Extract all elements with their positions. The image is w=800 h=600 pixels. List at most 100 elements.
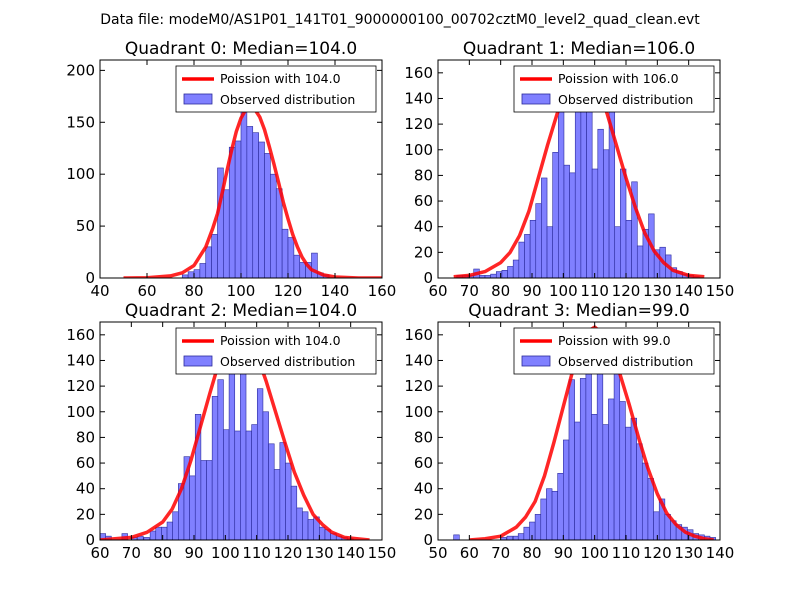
- x-tick-label: 80: [522, 544, 541, 562]
- histogram-bar: [619, 401, 626, 540]
- histogram-bar: [290, 485, 298, 540]
- histogram-bar: [602, 424, 609, 540]
- histogram-bar: [586, 98, 593, 278]
- histogram-bar: [558, 104, 565, 278]
- histogram-bar: [541, 177, 548, 278]
- x-tick-label: 80: [184, 282, 203, 300]
- histogram-bar: [557, 473, 564, 540]
- x-tick-label: 100: [227, 282, 256, 300]
- x-tick-label: 60: [137, 282, 156, 300]
- legend-entry-poisson: Poission with 104.0: [220, 333, 341, 348]
- x-tick-label: 140: [321, 282, 350, 300]
- histogram-bar: [501, 270, 508, 278]
- axes-frame: [437, 321, 721, 541]
- x-tick-label: 70: [491, 544, 510, 562]
- histogram-bar: [302, 511, 309, 540]
- histogram-bar: [552, 152, 559, 278]
- y-tick-label: 20: [414, 505, 433, 523]
- histogram-bar: [546, 226, 553, 278]
- histogram-bar: [540, 498, 547, 540]
- legend-bar-swatch: [521, 93, 551, 105]
- x-tick-label: 130: [674, 544, 703, 562]
- legend: Poission with 104.0 Observed distribution: [175, 65, 377, 113]
- histogram-bar: [258, 141, 265, 278]
- y-tick-label: 60: [414, 192, 433, 210]
- legend-entry-observed: Observed distribution: [558, 354, 693, 369]
- histogram-bar: [585, 366, 592, 540]
- histogram-bar: [506, 535, 513, 540]
- histogram-bar: [285, 462, 292, 540]
- histogram-bar: [281, 228, 289, 278]
- x-tick-label: 140: [336, 544, 365, 562]
- histogram-bar: [264, 153, 271, 278]
- y-tick-label: 0: [85, 269, 95, 287]
- legend-entry-observed: Observed distribution: [558, 92, 693, 107]
- histogram-bar: [507, 266, 514, 278]
- histogram-bar: [597, 128, 604, 278]
- histogram-bar: [529, 219, 537, 278]
- histogram-bar: [273, 469, 281, 540]
- legend-entry-poisson: Poission with 99.0: [558, 333, 671, 348]
- y-tick-label: 100: [66, 165, 95, 183]
- histogram-bar: [246, 126, 254, 278]
- x-tick-label: 80: [491, 282, 510, 300]
- figure-title: Data file: modeM0/AS1P01_141T01_90000001…: [100, 12, 700, 28]
- x-tick-label: 60: [460, 544, 479, 562]
- histogram-bar: [517, 533, 525, 540]
- histogram-bar: [223, 189, 230, 278]
- quadrant-3-panel: Quadrant 3: Median=99.050 60 70 80 90 100 110 1…: [404, 301, 734, 562]
- x-tick-label: 80: [153, 544, 172, 562]
- quadrant-1-panel: Quadrant 1: Median=106.060 70 80 90 100 110 12…: [404, 39, 734, 300]
- histogram-bar: [245, 430, 252, 540]
- histogram-bar: [490, 273, 497, 278]
- histogram-bar: [296, 507, 303, 540]
- legend-entry-observed: Observed distribution: [220, 354, 355, 369]
- histogram-bar: [523, 526, 530, 540]
- y-tick-label: 60: [414, 454, 433, 472]
- quadrant-1-title: Quadrant 1: Median=106.0: [463, 39, 695, 59]
- y-tick-label: 0: [423, 269, 433, 287]
- histogram-bar: [613, 372, 621, 540]
- legend-bar-swatch: [183, 93, 213, 105]
- legend: Poission with 104.0 Observed distribution: [175, 327, 377, 375]
- x-tick-label: 110: [580, 282, 609, 300]
- histogram-bar: [193, 269, 201, 278]
- x-tick-label: 110: [242, 544, 271, 562]
- y-tick-label: 140: [404, 89, 433, 107]
- x-tick-label: 140: [706, 544, 735, 562]
- histogram-bar: [625, 219, 632, 278]
- y-tick-label: 120: [404, 115, 433, 133]
- histogram-bar: [563, 439, 570, 540]
- x-tick-label: 120: [274, 544, 303, 562]
- histogram-bar: [551, 490, 558, 540]
- histogram-bar: [299, 262, 306, 278]
- y-tick-label: 160: [66, 326, 95, 344]
- y-tick-label: 20: [76, 505, 95, 523]
- observed-bars: [181, 108, 330, 278]
- histogram-bar: [172, 511, 179, 540]
- x-tick-label: 120: [643, 544, 672, 562]
- histogram-bar: [228, 146, 236, 278]
- y-tick-label: 0: [85, 531, 95, 549]
- quadrant-0-panel: Quadrant 0: Median=104.0 40 60 80 100 120 140 1…: [66, 39, 396, 300]
- histogram-bar: [287, 237, 295, 278]
- x-tick-label: 40: [90, 282, 109, 300]
- x-tick-label: 120: [612, 282, 641, 300]
- x-tick-label: 90: [184, 544, 203, 562]
- x-tick-label: 60: [90, 544, 109, 562]
- legend-entry-poisson: Poission with 104.0: [220, 71, 341, 86]
- histogram-bar: [275, 188, 283, 278]
- histogram-bar: [591, 414, 598, 540]
- histogram-bar: [636, 443, 643, 540]
- y-tick-label: 100: [404, 403, 433, 421]
- histogram-bar: [166, 521, 173, 540]
- axes-frame: [99, 321, 383, 541]
- histogram-bar: [319, 526, 326, 540]
- y-tick-label: 140: [66, 351, 95, 369]
- x-tick-label: 160: [368, 282, 397, 300]
- histogram-bar: [240, 365, 247, 540]
- observed-bars: [453, 347, 716, 540]
- observed-bars: [100, 344, 354, 540]
- histogram-bar: [252, 132, 259, 278]
